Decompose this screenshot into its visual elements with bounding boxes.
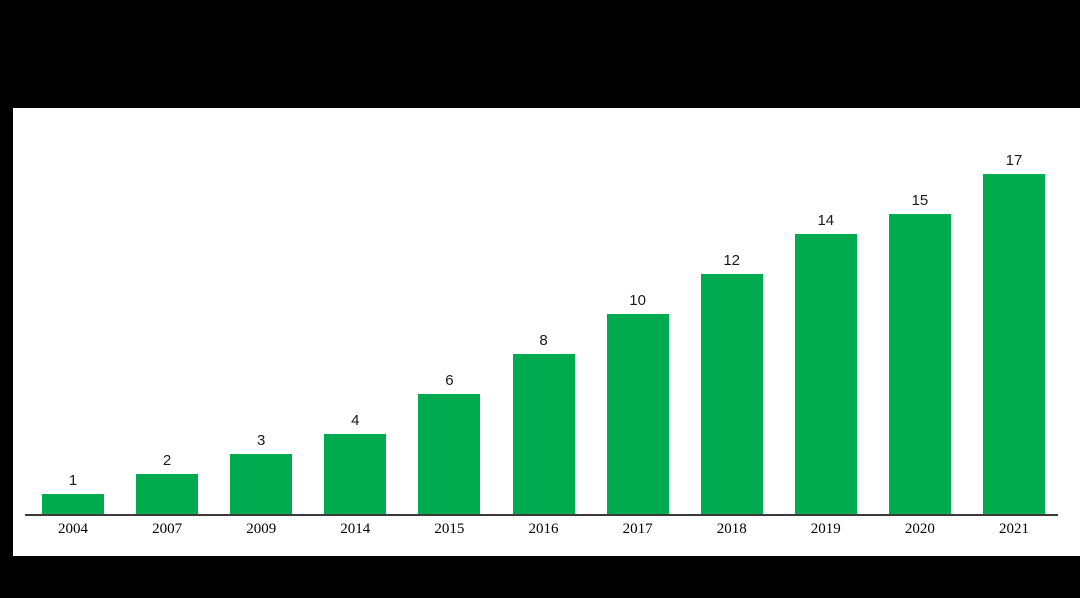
x-tick-label-2004: 2004 xyxy=(58,521,88,537)
x-tick-label-2016: 2016 xyxy=(528,521,559,537)
bar-chart-plot-area: 1 2004 2 2007 3 2009 4 2014 6 2015 8 2016 10 2017 12 20… xyxy=(13,108,1080,556)
x-tick-label-2020: 2020 xyxy=(904,521,935,537)
x-tick-label-2017: 2017 xyxy=(622,521,653,537)
bar-2018 xyxy=(700,274,763,514)
bar-value-label-2009: 3 xyxy=(257,432,266,449)
bar-2020 xyxy=(888,214,951,514)
x-tick-label-2009: 2009 xyxy=(246,521,277,537)
bar-2015 xyxy=(418,394,481,514)
bar-2004 xyxy=(42,494,104,514)
bar-2019 xyxy=(794,234,857,514)
bar-value-label-2014: 4 xyxy=(351,412,360,429)
x-tick-label-2019: 2019 xyxy=(810,521,841,537)
bar-2007 xyxy=(136,474,199,514)
bar-2021 xyxy=(983,174,1045,514)
bar-value-label-2016: 8 xyxy=(539,332,548,349)
chart-panel: 1 2004 2 2007 3 2009 4 2014 6 2015 8 2016 10 2017 12 20… xyxy=(13,108,1080,556)
bar-value-label-2015: 6 xyxy=(445,372,454,389)
x-tick-label-2014: 2014 xyxy=(340,521,371,537)
bar-2016 xyxy=(512,354,575,514)
x-tick-label-2015: 2015 xyxy=(434,521,465,537)
bar-value-label-2007: 2 xyxy=(162,452,172,469)
x-tick-label-2018: 2018 xyxy=(716,521,747,537)
bar-2014 xyxy=(324,434,387,514)
bar-value-label-2019: 14 xyxy=(817,212,835,229)
x-tick-label-2021: 2021 xyxy=(999,521,1029,537)
bar-value-label-2004: 1 xyxy=(68,472,78,489)
bar-2017 xyxy=(606,314,669,514)
bar-value-label-2017: 10 xyxy=(629,292,646,309)
bar-value-label-2018: 12 xyxy=(723,252,741,269)
x-axis-line xyxy=(25,514,1058,516)
bar-value-label-2021: 17 xyxy=(1005,152,1023,169)
x-tick-label-2007: 2007 xyxy=(152,521,183,537)
bar-value-label-2020: 15 xyxy=(911,192,929,209)
bar-2009 xyxy=(230,454,293,514)
